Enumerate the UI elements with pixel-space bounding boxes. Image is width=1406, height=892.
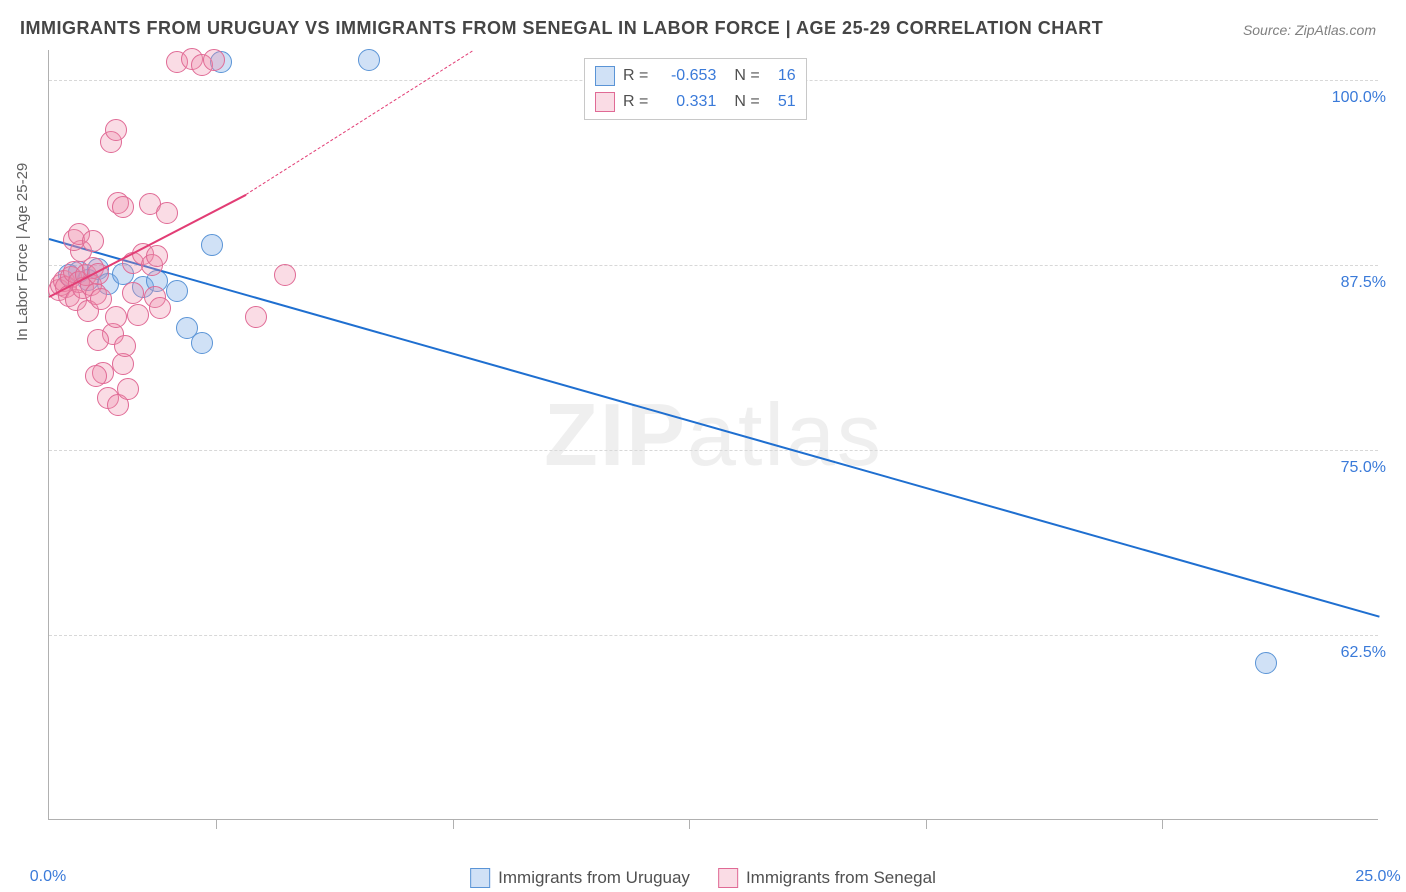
data-point [114,335,136,357]
legend-label: Immigrants from Uruguay [498,868,690,888]
trend-line-senegal-extrapolated [246,50,473,194]
legend-item: Immigrants from Senegal [718,868,936,888]
y-tick-label: 75.0% [1341,459,1386,477]
legend-label: Immigrants from Senegal [746,868,936,888]
x-tick-mark [216,820,217,829]
legend-row: R = -0.653 N = 16 [595,63,796,89]
legend-r-value: -0.653 [656,67,716,85]
legend-swatch [718,868,738,888]
legend-row: R = 0.331 N = 51 [595,89,796,115]
x-tick-mark [926,820,927,829]
x-tick-mark [453,820,454,829]
legend-n-value: 51 [768,93,796,111]
gridline-horizontal [49,635,1378,636]
legend-swatch [470,868,490,888]
data-point [166,280,188,302]
data-point [149,297,171,319]
data-point [1255,652,1277,674]
data-point [112,196,134,218]
legend-n-value: 16 [768,67,796,85]
data-point [274,264,296,286]
legend-n-label: N = [734,93,759,111]
legend-r-label: R = [623,67,648,85]
series-legend: Immigrants from Uruguay Immigrants from S… [470,868,936,888]
legend-swatch [595,92,615,112]
data-point [85,365,107,387]
watermark: ZIPatlas [544,384,883,486]
data-point [87,329,109,351]
data-point [146,245,168,267]
legend-swatch [595,66,615,86]
data-point [191,332,213,354]
x-tick-mark [689,820,690,829]
gridline-horizontal [49,265,1378,266]
y-tick-label: 100.0% [1332,89,1386,107]
chart-title: IMMIGRANTS FROM URUGUAY VS IMMIGRANTS FR… [20,18,1103,39]
gridline-horizontal [49,450,1378,451]
plot-area: ZIPatlas [48,50,1378,820]
legend-r-label: R = [623,93,648,111]
data-point [105,119,127,141]
data-point [127,304,149,326]
source-attribution: Source: ZipAtlas.com [1243,22,1376,38]
y-tick-label: 62.5% [1341,644,1386,662]
x-tick-label: 0.0% [30,868,66,886]
legend-item: Immigrants from Uruguay [470,868,690,888]
y-axis-label: In Labor Force | Age 25-29 [14,163,31,341]
data-point [245,306,267,328]
trend-line-uruguay [49,238,1380,618]
legend-n-label: N = [734,67,759,85]
data-point [122,282,144,304]
data-point [82,230,104,252]
data-point [117,378,139,400]
data-point [358,49,380,71]
correlation-legend: R = -0.653 N = 16 R = 0.331 N = 51 [584,58,807,120]
data-point [201,234,223,256]
data-point [105,306,127,328]
y-tick-label: 87.5% [1341,274,1386,292]
data-point [203,49,225,71]
legend-r-value: 0.331 [656,93,716,111]
x-tick-label: 25.0% [1355,868,1400,886]
data-point [156,202,178,224]
x-tick-mark [1162,820,1163,829]
